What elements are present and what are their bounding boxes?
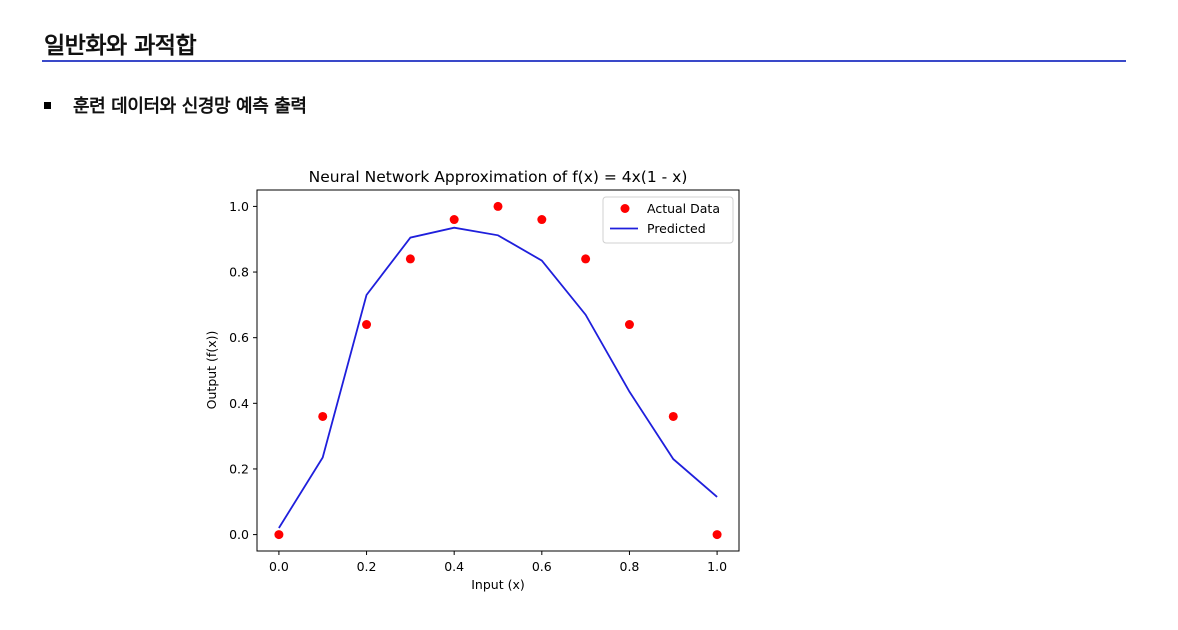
bullet-text: 훈련 데이터와 신경망 예측 출력 (73, 96, 307, 117)
y-tick-label: 0.2 (229, 461, 249, 476)
legend-actual-marker (620, 204, 630, 213)
y-tick-label: 0.8 (229, 265, 249, 280)
x-tick-label: 0.4 (444, 559, 464, 574)
legend-actual-label: Actual Data (647, 201, 720, 216)
title-divider (42, 60, 1126, 62)
legend-box (602, 196, 734, 244)
predicted-series-line (278, 226, 718, 529)
y-tick-label: 0.4 (229, 396, 249, 411)
y-tick-label: 1.0 (229, 199, 249, 214)
x-tick-label: 0.0 (269, 559, 289, 574)
actual-data-point (668, 411, 678, 421)
actual-data-point (537, 215, 547, 225)
bullet-square-icon (44, 101, 51, 109)
actual-data-point (449, 215, 459, 225)
x-tick-label: 0.6 (532, 559, 552, 574)
x-axis-label: Input (x) (471, 577, 525, 592)
chart-title: Neural Network Approximation of f(x) = 4… (309, 168, 688, 186)
legend-predicted-label: Predicted (647, 221, 706, 236)
slide-title: 일반화와 과적합 (44, 33, 197, 59)
actual-data-point (318, 411, 328, 421)
x-tick-label: 0.2 (357, 559, 377, 574)
actual-data-point (362, 320, 372, 330)
actual-data-point (624, 320, 634, 330)
y-tick-label: 0.0 (229, 527, 249, 542)
actual-data-point (405, 254, 415, 264)
y-axis-label: Output (f(x)) (204, 331, 219, 410)
actual-data-point (274, 530, 284, 540)
x-tick-label: 1.0 (707, 559, 727, 574)
legend: Actual Data Predicted (602, 196, 734, 244)
plot-frame (256, 189, 740, 552)
y-tick-label: 0.6 (229, 330, 249, 345)
actual-data-point (493, 201, 503, 211)
x-tick-label: 0.8 (620, 559, 640, 574)
bullet-item: 훈련 데이터와 신경망 예측 출력 (44, 92, 307, 118)
actual-data-point (712, 530, 722, 540)
actual-data-point (581, 254, 591, 264)
